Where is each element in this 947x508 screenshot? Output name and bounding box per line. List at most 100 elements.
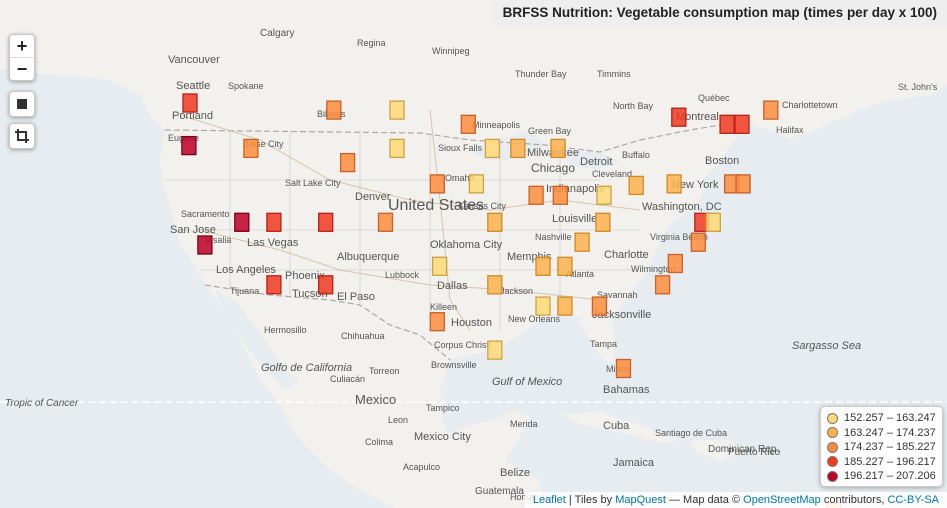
choropleth-cell[interactable]: [182, 93, 198, 113]
place-label: El Paso: [337, 291, 375, 303]
choropleth-cell[interactable]: [535, 296, 551, 316]
choropleth-cell[interactable]: [574, 232, 590, 252]
choropleth-cell[interactable]: [705, 212, 721, 232]
choropleth-cell[interactable]: [763, 100, 779, 120]
place-label: Merida: [510, 419, 538, 429]
choropleth-cell[interactable]: [234, 212, 250, 232]
choropleth-cell[interactable]: [628, 175, 644, 196]
choropleth-cell[interactable]: [528, 185, 544, 205]
legend-label: 196.217 – 207.206: [844, 470, 936, 483]
choropleth-cell[interactable]: [318, 212, 334, 232]
choropleth-cell[interactable]: [671, 107, 687, 127]
choropleth-cell[interactable]: [557, 256, 573, 276]
choropleth-cell[interactable]: [557, 296, 573, 316]
legend-item: 152.257 – 163.247: [827, 411, 937, 426]
place-label: Thunder Bay: [515, 69, 567, 79]
place-label: Denver: [355, 191, 391, 203]
place-label: Tijuana: [230, 286, 259, 296]
choropleth-cell[interactable]: [377, 212, 394, 232]
place-label: Green Bay: [528, 126, 572, 136]
osm-link[interactable]: OpenStreetMap: [743, 494, 821, 506]
place-label: New Orleans: [508, 314, 561, 324]
choropleth-cell[interactable]: [326, 100, 342, 120]
choropleth-cell[interactable]: [667, 253, 683, 274]
choropleth-cell[interactable]: [595, 212, 611, 232]
legend-item: 196.217 – 207.206: [827, 469, 937, 484]
choropleth-cell[interactable]: [550, 138, 566, 159]
choropleth-cell[interactable]: [460, 114, 476, 134]
choropleth-cell[interactable]: [181, 135, 197, 156]
place-label: Belize: [500, 467, 530, 479]
choropleth-cell[interactable]: [510, 138, 526, 159]
choropleth-cell[interactable]: [591, 296, 608, 316]
choropleth-cell[interactable]: [596, 185, 612, 205]
legend-swatch: [827, 412, 838, 424]
choropleth-cell[interactable]: [735, 174, 751, 194]
place-label: Regina: [357, 38, 386, 48]
choropleth-cell[interactable]: [339, 152, 356, 173]
place-label: Buffalo: [622, 150, 650, 160]
choropleth-cell[interactable]: [615, 358, 632, 379]
choropleth-cell[interactable]: [197, 235, 213, 255]
place-label: Mexico: [355, 392, 396, 407]
place-label: Hermosillo: [264, 325, 307, 335]
place-label: Corpus Christi: [434, 340, 491, 350]
place-label: Virginia Beach: [650, 232, 708, 242]
place-label: Guatemala: [475, 486, 524, 497]
choropleth-cell[interactable]: [429, 174, 445, 194]
choropleth-cell[interactable]: [690, 232, 706, 252]
square-icon: [17, 99, 27, 109]
place-label: Torreon: [369, 366, 400, 376]
choropleth-cell[interactable]: [468, 174, 485, 194]
choropleth-cell[interactable]: [431, 256, 448, 276]
choropleth-cell[interactable]: [389, 138, 405, 159]
choropleth-cell[interactable]: [654, 275, 671, 295]
legend-swatch: [827, 456, 838, 468]
choropleth-cell[interactable]: [318, 275, 334, 295]
legend-label: 174.237 – 185.227: [844, 441, 936, 454]
zoom-out-button[interactable]: −: [10, 57, 34, 80]
choropleth-cell[interactable]: [266, 275, 282, 295]
legend-label: 185.227 – 196.217: [844, 455, 936, 468]
zoom-control: + −: [9, 34, 35, 81]
license-link[interactable]: CC-BY-SA: [887, 494, 939, 506]
choropleth-cell[interactable]: [484, 138, 501, 159]
place-label: Dallas: [437, 280, 468, 292]
place-label: Acapulco: [403, 462, 440, 472]
legend-item: 174.237 – 185.227: [827, 440, 937, 455]
choropleth-cell[interactable]: [487, 340, 503, 360]
place-label: Chihuahua: [341, 331, 385, 341]
place-label: Bahamas: [603, 384, 650, 396]
choropleth-cell[interactable]: [243, 138, 259, 159]
choropleth-cell[interactable]: [266, 212, 282, 232]
place-label: Wilmington: [631, 264, 676, 274]
draw-rectangle-button[interactable]: [9, 91, 35, 117]
choropleth-cell[interactable]: [487, 275, 503, 295]
zoom-in-button[interactable]: +: [16, 36, 28, 56]
crop-button[interactable]: [9, 123, 35, 149]
choropleth-cell[interactable]: [389, 100, 405, 120]
choropleth-cell[interactable]: [719, 114, 735, 134]
place-label: Atlanta: [566, 269, 594, 279]
choropleth-cell[interactable]: [487, 212, 503, 232]
place-label: Boston: [705, 155, 739, 167]
place-label: Mexico City: [414, 431, 471, 443]
leaflet-link[interactable]: Leaflet: [532, 494, 566, 506]
place-label: Timmins: [597, 69, 631, 79]
place-label: Minneapolis: [472, 120, 521, 130]
legend-label: 152.257 – 163.247: [844, 412, 936, 425]
choropleth-cell[interactable]: [429, 312, 445, 332]
mapquest-link[interactable]: MapQuest: [615, 494, 666, 506]
place-label: Omaha: [445, 173, 475, 183]
choropleth-cell[interactable]: [666, 174, 682, 194]
choropleth-cell[interactable]: [552, 185, 568, 205]
place-label: Sargasso Sea: [792, 340, 861, 352]
place-label: Tropic of Cancer: [5, 398, 79, 409]
place-label: San Jose: [170, 224, 216, 236]
choropleth-cell[interactable]: [535, 256, 551, 276]
place-label: Montreal: [676, 111, 719, 123]
choropleth-cell[interactable]: [734, 114, 750, 134]
place-label: New York: [672, 179, 719, 191]
